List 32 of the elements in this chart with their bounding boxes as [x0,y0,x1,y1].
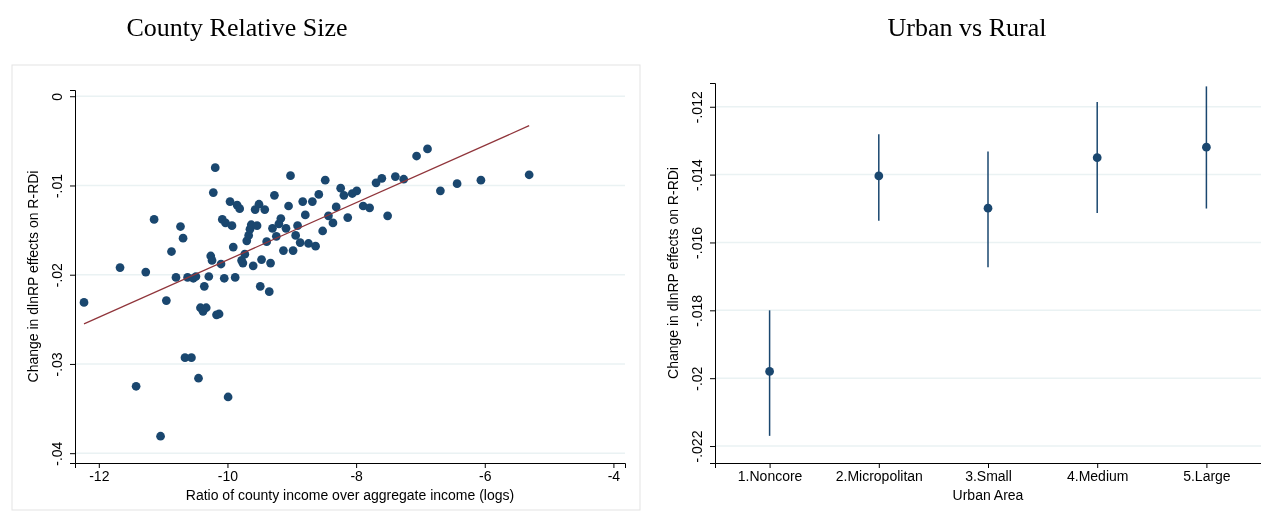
x-tick-label: -6 [479,467,492,484]
x-tick-label: 5.Large [1183,467,1231,484]
y-tick-label: -.01 [48,173,65,199]
point [1092,153,1102,162]
x-axis-title: Urban Area [952,487,1024,503]
y-tick-label: -.014 [688,158,705,192]
y-tick-label: -.02 [48,262,65,288]
x-tick-label: 4.Medium [1066,467,1129,484]
y-tick-label: -.018 [688,294,705,327]
y-tick-label: -.012 [688,91,705,124]
x-tick-label: -12 [89,467,110,484]
x-tick-label: 2.Micropolitan [835,467,923,484]
chart-title: Urban vs Rural [887,13,1047,42]
y-tick-label: -.016 [688,226,705,259]
x-axis-title: Ratio of county income over aggregate income (logs) [185,487,515,503]
y-tick-label: 0 [48,92,65,101]
y-tick-label: -.04 [48,441,65,466]
y-tick-label: -.02 [688,366,705,391]
point [1202,142,1211,152]
chart-title: County Relative Size [126,13,348,42]
point [874,171,884,181]
y-axis-title: Change in dlnRP effects on R-RDi [665,167,681,379]
x-tick-label: 3.Small [965,467,1012,484]
y-tick-label: -.022 [688,430,705,463]
y-axis-title: Change in dlnRP effects on R-RDi [25,170,41,383]
y-tick-label: -.03 [48,352,65,377]
x-tick-label: -10 [217,467,239,484]
x-tick-label: -8 [350,467,364,484]
x-tick-label: -4 [607,467,621,484]
point [983,203,993,213]
point [765,367,774,376]
x-tick-label: 1.Noncore [737,467,803,484]
